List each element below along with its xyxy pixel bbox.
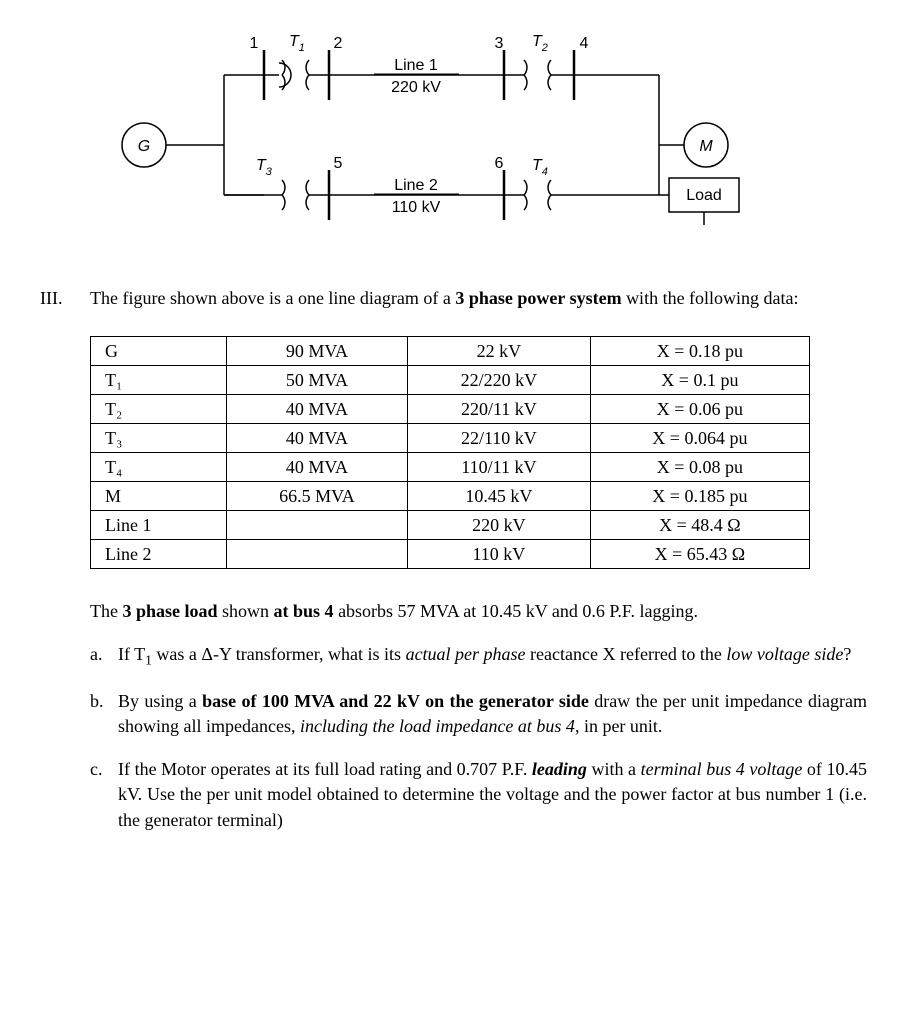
line2-name: Line 2 bbox=[394, 177, 438, 194]
table-row: M66.5 MVA10.45 kVX = 0.185 pu bbox=[91, 482, 810, 511]
qb-text: By using a base of 100 MVA and 22 kV on … bbox=[118, 689, 867, 739]
cell-mva: 40 MVA bbox=[226, 453, 407, 482]
bus5-label: 5 bbox=[333, 155, 342, 172]
table-row: G90 MVA22 kVX = 0.18 pu bbox=[91, 337, 810, 366]
line1-kv: 220 kV bbox=[391, 79, 441, 96]
cell-mva: 50 MVA bbox=[226, 366, 407, 395]
motor-label: M bbox=[699, 138, 713, 155]
t1-label: T1 bbox=[289, 33, 305, 54]
load-paragraph: The 3 phase load shown at bus 4 absorbs … bbox=[90, 599, 867, 624]
load-label: Load bbox=[686, 187, 722, 204]
bus4-label: 4 bbox=[579, 35, 588, 52]
question-a: a. If T1 was a Δ-Y transformer, what is … bbox=[90, 642, 867, 670]
table-row: T₃40 MVA22/110 kVX = 0.064 pu bbox=[91, 424, 810, 453]
t4-label: T4 bbox=[532, 157, 548, 178]
cell-component: T₂ bbox=[91, 395, 227, 424]
diagram-svg: G M Load 1 2 3 4 5 6 T1 T2 T3 T4 Line 1 … bbox=[104, 30, 804, 260]
cell-component: T₁ bbox=[91, 366, 227, 395]
cell-mva: 66.5 MVA bbox=[226, 482, 407, 511]
cell-component: M bbox=[91, 482, 227, 511]
cell-mva: 40 MVA bbox=[226, 395, 407, 424]
cell-x: X = 65.43 Ω bbox=[590, 540, 809, 569]
cell-mva: 90 MVA bbox=[226, 337, 407, 366]
qc-text: If the Motor operates at its full load r… bbox=[118, 757, 867, 833]
table-row: Line 2 110 kVX = 65.43 Ω bbox=[91, 540, 810, 569]
bus3-label: 3 bbox=[494, 35, 503, 52]
qc-letter: c. bbox=[90, 757, 118, 833]
table-row: Line 1 220 kVX = 48.4 Ω bbox=[91, 511, 810, 540]
qa-letter: a. bbox=[90, 642, 118, 670]
t3-label: T3 bbox=[256, 157, 273, 178]
intro-row: III. The figure shown above is a one lin… bbox=[40, 285, 867, 311]
cell-mva: 40 MVA bbox=[226, 424, 407, 453]
cell-component: G bbox=[91, 337, 227, 366]
cell-mva bbox=[226, 540, 407, 569]
cell-component: T₃ bbox=[91, 424, 227, 453]
bus1-label: 1 bbox=[249, 35, 258, 52]
t2-label: T2 bbox=[532, 33, 548, 54]
data-table: G90 MVA22 kVX = 0.18 puT₁50 MVA22/220 kV… bbox=[90, 336, 810, 569]
bus2-label: 2 bbox=[333, 35, 342, 52]
cell-x: X = 0.064 pu bbox=[590, 424, 809, 453]
intro-a: The figure shown above is a one line dia… bbox=[90, 288, 455, 308]
bus6-label: 6 bbox=[494, 155, 503, 172]
question-c: c. If the Motor operates at its full loa… bbox=[90, 757, 867, 833]
section-numeral: III. bbox=[40, 285, 90, 311]
cell-kv: 22/220 kV bbox=[408, 366, 591, 395]
cell-x: X = 0.1 pu bbox=[590, 366, 809, 395]
cell-component: T₄ bbox=[91, 453, 227, 482]
table-row: T₁50 MVA22/220 kVX = 0.1 pu bbox=[91, 366, 810, 395]
one-line-diagram: G M Load 1 2 3 4 5 6 T1 T2 T3 T4 Line 1 … bbox=[104, 30, 804, 265]
cell-kv: 22 kV bbox=[408, 337, 591, 366]
cell-x: X = 0.08 pu bbox=[590, 453, 809, 482]
line2-kv: 110 kV bbox=[391, 199, 440, 216]
cell-x: X = 0.06 pu bbox=[590, 395, 809, 424]
table-row: T₂40 MVA220/11 kVX = 0.06 pu bbox=[91, 395, 810, 424]
cell-kv: 220/11 kV bbox=[408, 395, 591, 424]
cell-kv: 110 kV bbox=[408, 540, 591, 569]
cell-x: X = 0.185 pu bbox=[590, 482, 809, 511]
cell-kv: 10.45 kV bbox=[408, 482, 591, 511]
intro-b: 3 phase power system bbox=[455, 288, 621, 308]
cell-component: Line 2 bbox=[91, 540, 227, 569]
cell-x: X = 0.18 pu bbox=[590, 337, 809, 366]
intro-text: The figure shown above is a one line dia… bbox=[90, 285, 867, 311]
table-row: T₄40 MVA110/11 kVX = 0.08 pu bbox=[91, 453, 810, 482]
line1-name: Line 1 bbox=[394, 57, 438, 74]
cell-x: X = 48.4 Ω bbox=[590, 511, 809, 540]
cell-kv: 110/11 kV bbox=[408, 453, 591, 482]
gen-label: G bbox=[137, 138, 149, 155]
cell-kv: 220 kV bbox=[408, 511, 591, 540]
cell-mva bbox=[226, 511, 407, 540]
qa-text: If T1 was a Δ-Y transformer, what is its… bbox=[118, 642, 867, 670]
cell-component: Line 1 bbox=[91, 511, 227, 540]
qb-letter: b. bbox=[90, 689, 118, 739]
intro-c: with the following data: bbox=[622, 288, 799, 308]
question-b: b. By using a base of 100 MVA and 22 kV … bbox=[90, 689, 867, 739]
cell-kv: 22/110 kV bbox=[408, 424, 591, 453]
